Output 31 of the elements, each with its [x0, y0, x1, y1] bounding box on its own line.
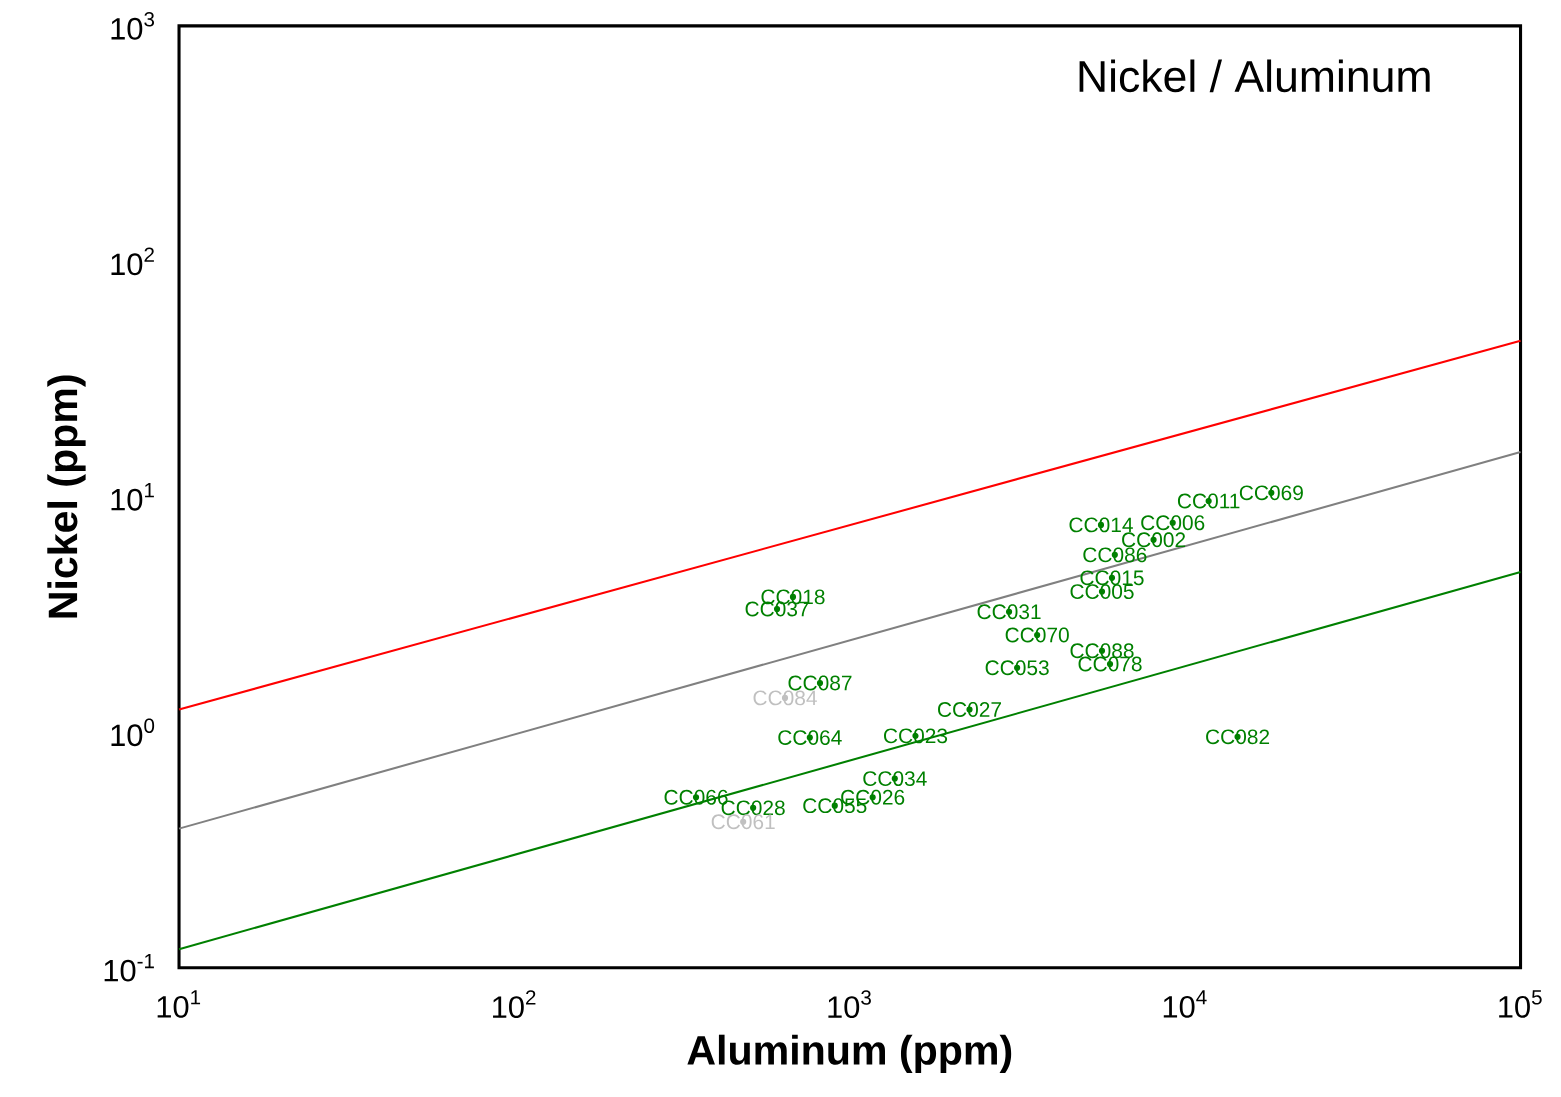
x-tick-label: 10$^{3}$ [828, 990, 871, 1019]
x-tick-label: 10$^{2}$ [493, 990, 536, 1019]
y-axis-title: Nickel (ppm) [47, 375, 86, 618]
data-label: CC027 [938, 702, 1001, 718]
data-label: CC053 [985, 660, 1049, 676]
y-tick-label: 10$^{0}$ [111, 718, 155, 747]
x-tick-label: 10$^{4}$ [1163, 990, 1207, 1019]
data-label: CC069 [1239, 485, 1303, 501]
data-label: CC015 [1080, 570, 1144, 586]
data-label: CC061 [711, 814, 775, 830]
data-label: CC084 [753, 690, 817, 706]
y-tick-label: 10$^{3}$ [111, 12, 155, 40]
data-label: CC002 [1122, 532, 1186, 548]
y-tick-label: 10$^{1}$ [111, 483, 154, 511]
data-label: CC034 [863, 771, 927, 787]
data-label: CC064 [778, 730, 842, 746]
y-tick-label: 10$^{2}$ [111, 247, 154, 276]
data-label: CC082 [1206, 729, 1270, 745]
x-tick-label: 10$^{1}$ [157, 990, 201, 1019]
data-label: CC087 [788, 675, 852, 691]
y-tick-label: 10$^{-1}$ [104, 954, 154, 982]
data-label: CC031 [977, 604, 1041, 620]
x-axis-title: Aluminum (ppm) [687, 1034, 1012, 1074]
x-tick-label: 10$^{5}$ [1499, 990, 1542, 1019]
data-label: CC086 [1083, 547, 1147, 563]
text: Nickel / Aluminum [1079, 59, 1430, 93]
data-label: CC011 [1177, 493, 1240, 509]
data-label: CC070 [1005, 627, 1069, 643]
data-label: CC005 [1070, 584, 1134, 600]
data-label: CC006 [1141, 515, 1205, 531]
data-label: CC014 [1069, 517, 1133, 533]
